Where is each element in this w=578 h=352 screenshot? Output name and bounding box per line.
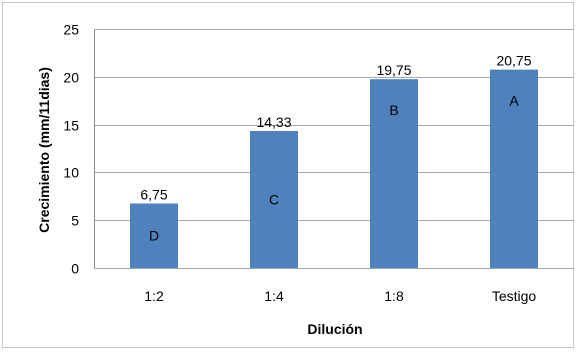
group-letter: D	[149, 228, 159, 244]
bar	[130, 203, 178, 268]
x-tick-label: Testigo	[492, 288, 537, 304]
y-tick-label: 5	[71, 213, 79, 229]
x-axis-ticks: 1:2 1:4 1:8 Testigo	[144, 288, 536, 304]
x-tick-label: 1:4	[264, 288, 284, 304]
data-label: 19,75	[376, 62, 411, 78]
bar	[490, 69, 538, 268]
data-label: 6,75	[140, 186, 167, 202]
y-axis-ticks: 0 5 10 15 20 25	[63, 22, 79, 277]
group-letter: C	[269, 192, 279, 208]
y-tick-label: 25	[63, 22, 79, 38]
y-tick-label: 15	[63, 118, 79, 134]
group-letter: A	[509, 93, 519, 109]
x-axis-title: Dilución	[307, 321, 362, 337]
x-tick-label: 1:2	[144, 288, 164, 304]
bar	[250, 131, 298, 268]
data-label: 20,75	[496, 53, 531, 69]
group-letter: B	[389, 102, 398, 118]
data-label: 14,33	[256, 114, 291, 130]
y-tick-label: 10	[63, 165, 79, 181]
bar	[370, 79, 418, 268]
x-tick-label: 1:8	[384, 288, 404, 304]
y-axis-title: Crecimiento (mm/11dias)	[36, 67, 52, 233]
y-tick-label: 0	[71, 261, 79, 277]
y-tick-label: 20	[63, 70, 79, 86]
bars: 6,75 D 14,33 C 19,75 B 20,75 A	[130, 53, 538, 268]
